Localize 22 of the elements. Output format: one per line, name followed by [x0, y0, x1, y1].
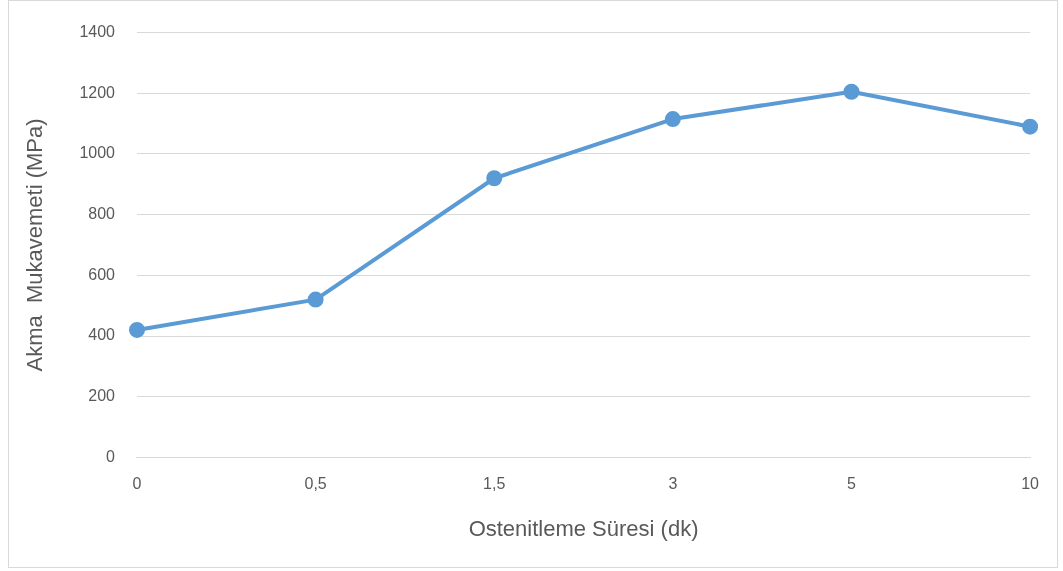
- x-tick-label: 0: [132, 475, 142, 493]
- y-tick-label: 400: [88, 326, 116, 344]
- y-tick-label: 800: [88, 205, 116, 223]
- y-tick-label: 0: [106, 447, 116, 465]
- x-axis-title: Ostenitleme Süresi (dk): [468, 515, 699, 541]
- point: [843, 83, 860, 100]
- point: [664, 111, 681, 128]
- y-tick-label: 200: [88, 387, 116, 405]
- y-tick-label: 1000: [79, 144, 116, 162]
- point: [1022, 118, 1039, 135]
- x-tick-label: 0,5: [304, 475, 327, 493]
- y-tick-label: 1400: [79, 23, 116, 41]
- x-tick-label: 1,5: [483, 475, 506, 493]
- y-tick-label: 1200: [79, 83, 116, 101]
- y-axis-title: Akma Mukavemeti (MPa): [22, 118, 48, 372]
- y-tick-label: 600: [88, 265, 116, 283]
- point: [128, 321, 145, 338]
- x-tick-label: 3: [668, 475, 678, 493]
- x-tick-label: 5: [847, 475, 857, 493]
- point: [307, 291, 324, 308]
- point: [486, 170, 503, 187]
- x-tick-label: 10: [1021, 475, 1040, 493]
